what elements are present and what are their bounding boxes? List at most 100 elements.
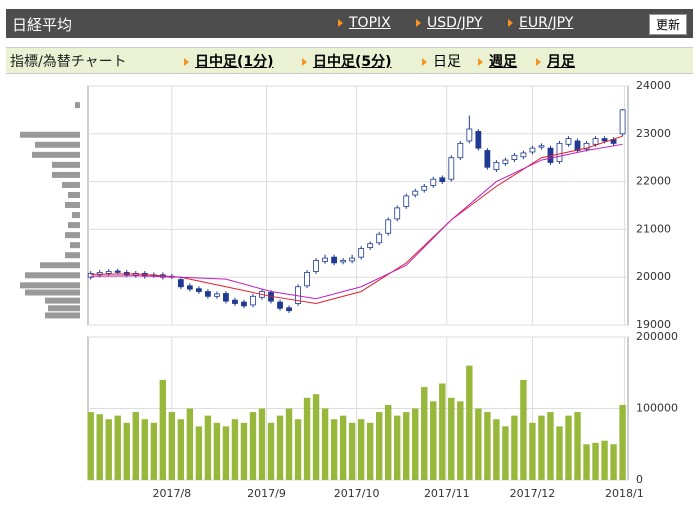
volume-bar — [493, 419, 500, 480]
volume-bar — [357, 419, 365, 480]
volume-bar — [421, 387, 428, 480]
candle-body — [430, 178, 437, 186]
volume-bar — [502, 426, 509, 480]
candle-body — [340, 260, 347, 263]
volume-bar — [123, 422, 130, 480]
candle-body — [277, 301, 283, 309]
volume-bar — [96, 414, 103, 480]
tab[interactable]: 日中足(5分) — [302, 51, 392, 71]
candle-body — [574, 140, 581, 151]
volume-bar — [150, 422, 158, 480]
candle-body — [204, 291, 211, 297]
candle-body — [601, 138, 608, 142]
x-tick-label: 2017/10 — [334, 487, 380, 500]
volume-bar — [556, 426, 563, 480]
candle-body — [457, 142, 464, 159]
volume-bar — [195, 426, 203, 480]
volume-bar — [87, 412, 94, 480]
y-tick-label: 22000 — [636, 175, 671, 188]
volume-bar — [105, 419, 112, 480]
volume-bar — [312, 394, 320, 480]
volume-bar — [375, 412, 383, 480]
volume-bar — [448, 397, 455, 480]
tab[interactable]: 週足 — [478, 51, 517, 71]
tab[interactable]: 日足 — [422, 51, 461, 71]
candle-body — [186, 285, 193, 290]
candle-body — [484, 150, 491, 168]
y-tick-label: 21000 — [636, 222, 671, 235]
volume-bar — [457, 401, 464, 480]
candle-body — [87, 272, 94, 278]
profile-bar — [65, 202, 80, 209]
candle-body — [322, 257, 328, 262]
volume-bar — [412, 408, 419, 480]
candle-body — [439, 177, 446, 183]
candle-body — [114, 270, 121, 273]
candle-body — [448, 157, 455, 180]
candle-body — [105, 271, 112, 274]
refresh-button[interactable]: 更新 — [648, 14, 687, 35]
candle-body — [565, 138, 572, 145]
volume-bar — [439, 383, 446, 480]
volume-bar — [213, 422, 221, 480]
volume-bar — [321, 408, 329, 480]
candle-body — [538, 145, 545, 148]
volume-bar — [592, 442, 599, 480]
candle-body — [286, 307, 292, 312]
candle-body — [520, 152, 527, 158]
volume-bar — [177, 419, 185, 480]
profile-bar — [52, 161, 80, 168]
candle-body — [583, 142, 590, 150]
profile-bar — [45, 312, 80, 319]
volume-bar — [159, 379, 167, 480]
volume-bar — [303, 397, 311, 480]
link[interactable]: TOPIX — [338, 15, 391, 31]
tab-bar: 指標/為替チャート 日中足(1分) 日中足(5分) 日足 週足 月足 — [6, 47, 693, 74]
link[interactable]: USD/JPY — [416, 15, 482, 31]
profile-bar — [68, 222, 80, 229]
volume-bar — [258, 408, 266, 480]
volume-bar — [339, 415, 347, 480]
y-tick-label: 200000 — [636, 330, 678, 343]
volume-bar — [430, 401, 437, 480]
profile-bar — [45, 297, 80, 304]
volume-bar — [168, 412, 176, 480]
volume-bar — [619, 404, 626, 480]
candle-body — [195, 288, 202, 292]
profile-bar — [48, 305, 80, 312]
volume-bar — [348, 422, 356, 480]
y-tick-label: 23000 — [636, 127, 671, 140]
link[interactable]: EUR/JPY — [508, 15, 573, 31]
x-tick-label: 2017/9 — [247, 487, 286, 500]
x-tick-label: 2017/12 — [510, 487, 556, 500]
candle-body — [250, 295, 256, 306]
candle-body — [412, 190, 419, 196]
volume-bar — [385, 404, 392, 480]
candle-body — [241, 301, 247, 307]
profile-bar — [20, 282, 80, 289]
candle-body — [177, 279, 184, 288]
y-tick-label: 100000 — [636, 402, 678, 415]
candle-body — [466, 128, 473, 142]
volume-bar — [276, 415, 284, 480]
volume-bar — [511, 415, 518, 480]
y-tick-label: 0 — [636, 473, 643, 486]
tab[interactable]: 月足 — [536, 51, 575, 71]
candle-body — [619, 109, 626, 135]
volume-bar — [601, 440, 608, 480]
volume-bar — [547, 412, 554, 480]
x-tick-label: 2017/8 — [152, 487, 191, 500]
volume-bar — [186, 408, 194, 480]
tab[interactable]: 日中足(1分) — [184, 51, 274, 71]
candle-body — [403, 195, 410, 207]
candle-body — [376, 233, 383, 244]
profile-bar — [65, 252, 80, 259]
tab-label: 指標/為替チャート — [10, 54, 127, 70]
profile-bar — [72, 212, 80, 219]
volume-bar — [222, 426, 230, 480]
candle-body — [493, 162, 500, 171]
candle-body — [313, 260, 319, 272]
profile-bar — [65, 232, 80, 239]
y-tick-label: 19000 — [636, 318, 671, 331]
profile-bar — [40, 262, 80, 269]
